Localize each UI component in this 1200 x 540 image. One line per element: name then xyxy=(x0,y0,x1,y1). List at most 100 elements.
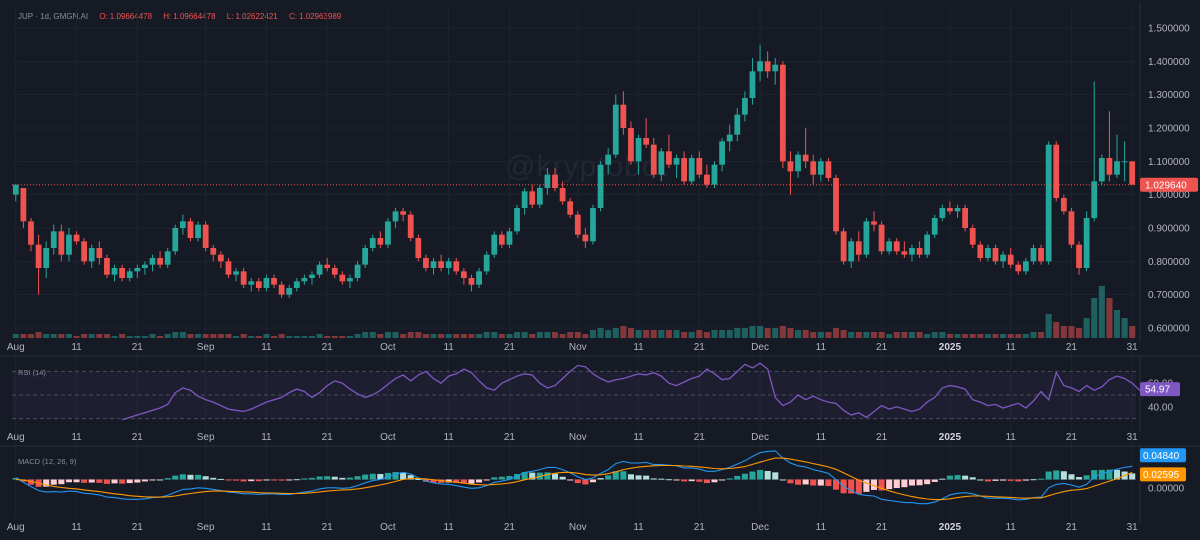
macd-histogram-bar xyxy=(901,479,908,488)
x-tick-label: 11 xyxy=(633,522,644,533)
candle-body xyxy=(658,151,665,175)
macd-histogram-bar xyxy=(400,472,407,480)
candle-body xyxy=(58,231,65,255)
x-tick-label: 21 xyxy=(694,432,706,443)
macd-histogram-bar xyxy=(567,479,574,481)
candle-body xyxy=(536,188,543,205)
candle-body xyxy=(172,228,179,252)
volume-bar xyxy=(931,332,938,338)
candle-body xyxy=(460,271,467,278)
volume-bar xyxy=(240,334,247,338)
candle-body xyxy=(301,278,308,282)
candle-body xyxy=(1106,158,1113,175)
macd-histogram-bar xyxy=(217,478,224,480)
candle-body xyxy=(582,234,589,242)
macd-histogram-bar xyxy=(1083,475,1090,480)
candle-body xyxy=(1121,161,1128,163)
candle-body xyxy=(104,258,110,275)
candle-body xyxy=(1129,161,1136,185)
volume-bar xyxy=(779,326,786,338)
x-tick-label: 11 xyxy=(816,432,827,443)
candle-body xyxy=(848,241,855,262)
macd-histogram-bar xyxy=(27,479,35,485)
macd-histogram-bar xyxy=(817,479,824,486)
macd-histogram-bar xyxy=(81,479,88,483)
candle-body xyxy=(795,154,801,172)
candle-body xyxy=(50,231,57,248)
macd-histogram-bar xyxy=(187,474,194,480)
volume-bar xyxy=(1076,328,1083,338)
macd-histogram-bar xyxy=(119,479,126,484)
x-tick-label: Nov xyxy=(569,522,587,533)
x-tick-label: 11 xyxy=(261,342,272,353)
volume-bar xyxy=(453,334,460,338)
volume-bar xyxy=(1000,334,1007,338)
candle-body xyxy=(111,268,118,275)
volume-bar xyxy=(817,332,824,338)
candle-body xyxy=(931,218,938,235)
x-tick-label: 31 xyxy=(1127,342,1139,353)
volume-bar xyxy=(772,328,779,338)
x-tick-label: 21 xyxy=(876,432,888,443)
x-tick-label: Sep xyxy=(197,432,215,443)
candle-body xyxy=(217,254,224,262)
x-tick-label: Nov xyxy=(569,432,587,443)
volume-bar xyxy=(263,334,270,338)
macd-histogram-bar xyxy=(415,478,422,480)
volume-bar xyxy=(893,332,900,338)
macd-histogram-bar xyxy=(255,479,262,482)
macd-histogram-bar xyxy=(787,479,794,484)
volume-bar xyxy=(954,334,961,338)
macd-histogram-bar xyxy=(1068,474,1075,480)
macd-line xyxy=(15,450,1133,505)
macd-histogram-bar xyxy=(711,479,718,483)
candle-body xyxy=(696,158,703,175)
candle-body xyxy=(483,254,490,272)
price-tick-label: 1.300000 xyxy=(1148,90,1190,101)
volume-bar xyxy=(96,334,103,338)
candle-body xyxy=(688,158,695,182)
macd-histogram-bar xyxy=(278,479,285,481)
candle-body xyxy=(574,214,581,235)
price-tick-label: 0.800000 xyxy=(1148,257,1190,268)
macd-histogram-bar xyxy=(635,475,642,480)
x-tick-label: 21 xyxy=(1066,522,1078,533)
volume-bar xyxy=(643,330,650,338)
candle-body xyxy=(886,241,893,252)
macd-histogram-bar xyxy=(354,476,361,480)
close-key: C: xyxy=(288,12,297,21)
candle-body xyxy=(552,174,558,188)
candle-body xyxy=(1091,181,1098,218)
candle-body xyxy=(35,244,42,268)
x-tick-label: 2025 xyxy=(939,342,962,353)
candle-body xyxy=(66,234,72,255)
candle-body xyxy=(88,248,95,262)
candle-body xyxy=(202,224,209,248)
macd-histogram-bar xyxy=(521,472,528,480)
volume-bar xyxy=(582,334,589,338)
macd-histogram-bar xyxy=(848,479,855,494)
macd-histogram-bar xyxy=(1091,470,1098,480)
volume-bar xyxy=(179,332,186,338)
candle-body xyxy=(962,208,969,228)
volume-bar xyxy=(703,332,710,338)
volume-bar xyxy=(681,332,688,338)
candle-body xyxy=(628,128,634,162)
candle-body xyxy=(1076,244,1082,268)
candle-body xyxy=(719,141,725,165)
volume-bar xyxy=(878,332,885,338)
candle-body xyxy=(119,268,126,278)
volume-bar xyxy=(50,334,57,338)
candle-body xyxy=(1038,248,1044,262)
x-tick-label: Oct xyxy=(380,522,396,533)
macd-histogram-bar xyxy=(779,479,786,481)
candle-body xyxy=(453,261,460,272)
volume-bar xyxy=(1053,322,1060,338)
macd-histogram-bar xyxy=(1015,479,1022,482)
volume-bar xyxy=(324,336,331,338)
macd-histogram-bar xyxy=(202,476,209,480)
x-tick-label: Nov xyxy=(569,342,587,353)
volume-bar xyxy=(574,332,581,338)
macd-histogram-bar xyxy=(103,479,110,484)
